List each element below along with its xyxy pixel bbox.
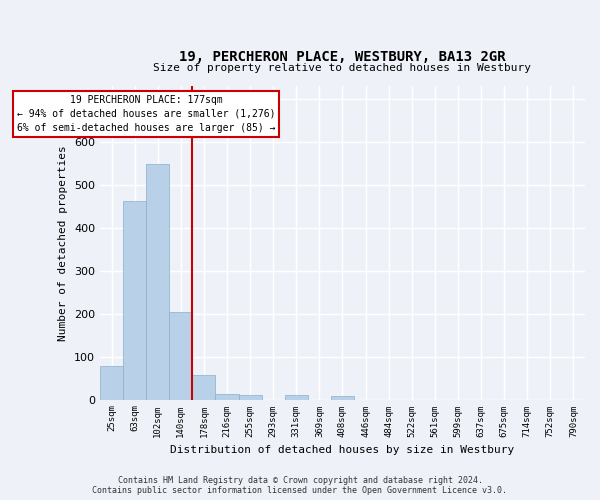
Text: 19 PERCHERON PLACE: 177sqm
← 94% of detached houses are smaller (1,276)
6% of se: 19 PERCHERON PLACE: 177sqm ← 94% of deta… [17,95,275,133]
X-axis label: Distribution of detached houses by size in Westbury: Distribution of detached houses by size … [170,445,515,455]
Bar [100,366,123,400]
Bar [146,164,169,400]
Bar [169,312,193,400]
Bar [239,396,262,400]
Y-axis label: Number of detached properties: Number of detached properties [58,145,68,340]
Text: Size of property relative to detached houses in Westbury: Size of property relative to detached ho… [154,64,532,74]
Text: Contains HM Land Registry data © Crown copyright and database right 2024.
Contai: Contains HM Land Registry data © Crown c… [92,476,508,495]
Bar [193,375,215,400]
Title: 19, PERCHERON PLACE, WESTBURY, BA13 2GR: 19, PERCHERON PLACE, WESTBURY, BA13 2GR [179,50,506,64]
Bar [331,396,354,400]
Bar [215,394,239,400]
Bar [285,396,308,400]
Bar [123,201,146,400]
